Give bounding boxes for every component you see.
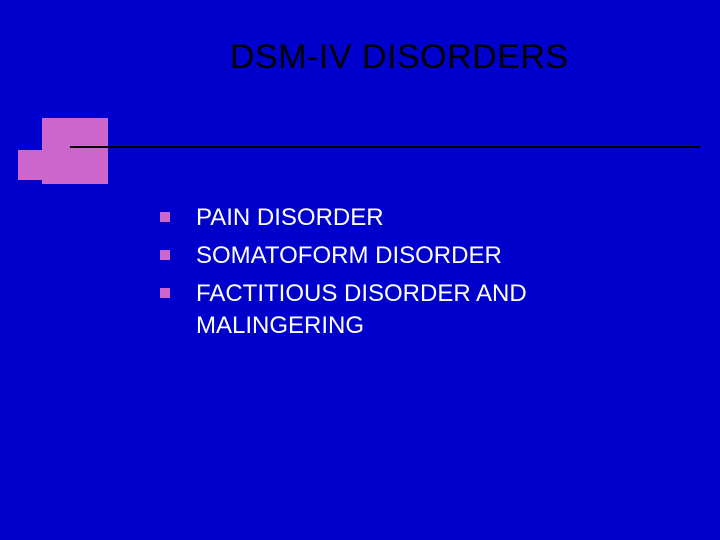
bullet-icon	[160, 212, 170, 222]
list-item-text: SOMATOFORM DISORDER	[196, 240, 502, 272]
accent-square-large	[42, 118, 108, 184]
accent-square-small	[18, 150, 48, 180]
bullet-icon	[160, 250, 170, 260]
list-item: PAIN DISORDER	[160, 202, 660, 234]
bullet-list: PAIN DISORDER SOMATOFORM DISORDER FACTIT…	[160, 202, 660, 348]
list-item-text: PAIN DISORDER	[196, 202, 384, 234]
list-item-text: FACTITIOUS DISORDER AND MALINGERING	[196, 278, 660, 342]
list-item: SOMATOFORM DISORDER	[160, 240, 660, 272]
list-item: FACTITIOUS DISORDER AND MALINGERING	[160, 278, 660, 342]
slide-title: DSM-IV DISORDERS	[230, 38, 569, 77]
title-underline	[70, 146, 700, 148]
bullet-icon	[160, 288, 170, 298]
